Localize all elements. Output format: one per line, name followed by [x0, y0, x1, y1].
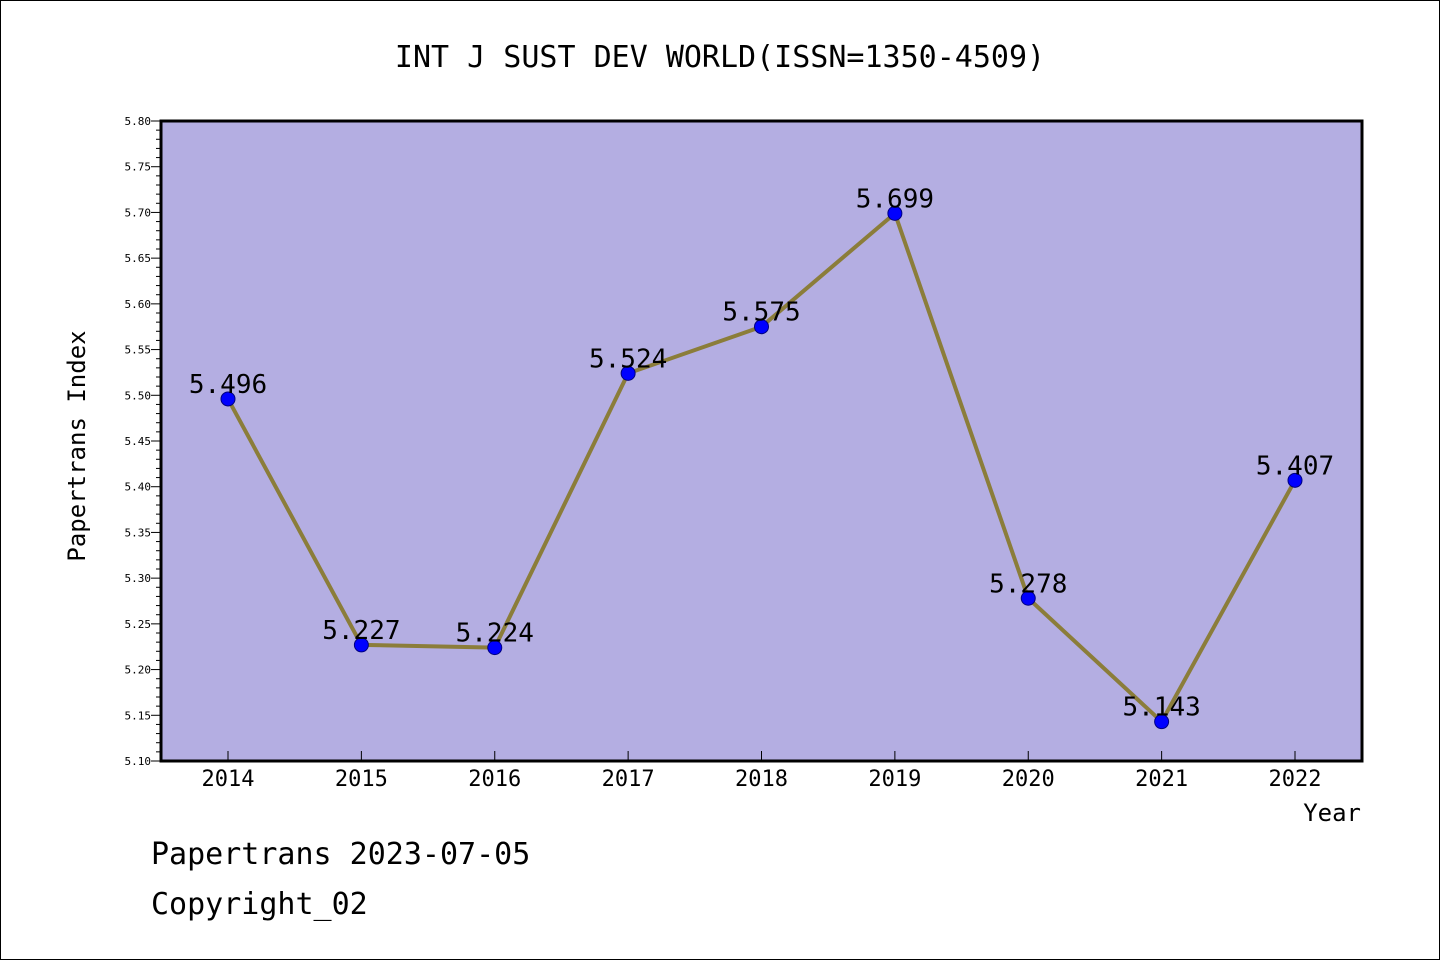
x-tick-label: 2020 [1002, 767, 1055, 792]
x-tick-label: 2017 [602, 767, 655, 792]
y-tick-label: 5.40 [125, 481, 152, 494]
data-point [487, 640, 503, 656]
data-label: 5.496 [189, 370, 267, 400]
x-axis-label: Year [1303, 799, 1361, 827]
data-label: 5.224 [456, 619, 534, 649]
y-tick-label: 5.30 [125, 572, 152, 585]
y-tick-label: 5.35 [125, 526, 152, 539]
x-tick-label: 2016 [468, 767, 521, 792]
plot-area [159, 119, 1364, 763]
y-axis-label: Papertrans Index [63, 330, 91, 561]
footer-date: Papertrans 2023-07-05 [151, 837, 531, 872]
chart-title: INT J SUST DEV WORLD(ISSN=1350-4509) [395, 40, 1045, 75]
x-tick-label: 2019 [868, 767, 921, 792]
series-group: 5.496 5.227 5.224 5.524 5.575 5.699 5.278 5.143… [189, 184, 1334, 730]
x-tick-label: 2021 [1135, 767, 1188, 792]
data-point [620, 365, 636, 381]
y-tick-label: 5.75 [125, 161, 152, 174]
x-tick-label: 2015 [335, 767, 388, 792]
x-tick-label: 2018 [735, 767, 788, 792]
x-axis: 2014 2015 2016 2017 2018 2019 2020 2021 2022 [202, 751, 1322, 792]
x-tick-label: 2022 [1269, 767, 1322, 792]
y-axis: 5.10 5.15 5.20 5.25 5.30 5.35 5.40 5.45 5.50 5.55… [125, 115, 161, 768]
data-label: 5.575 [722, 298, 800, 328]
data-label: 5.407 [1256, 451, 1334, 481]
y-tick-label: 5.20 [125, 664, 152, 677]
data-label: 5.524 [589, 344, 667, 374]
footer-copyright: Copyright_02 [151, 887, 368, 922]
y-tick-label: 5.60 [125, 298, 152, 311]
data-label: 5.143 [1122, 693, 1200, 723]
data-label: 5.699 [856, 184, 934, 214]
y-tick-label: 5.50 [125, 389, 152, 402]
data-label: 5.227 [322, 616, 400, 646]
y-tick-label: 5.55 [125, 344, 152, 357]
data-point [1287, 472, 1303, 488]
data-point [220, 391, 236, 407]
y-tick-label: 5.45 [125, 435, 152, 448]
y-tick-label: 5.70 [125, 206, 152, 219]
y-tick-label: 5.15 [125, 709, 152, 722]
data-label: 5.278 [989, 569, 1067, 599]
y-tick-label: 5.25 [125, 618, 152, 631]
y-tick-label: 5.65 [125, 252, 152, 265]
y-tick-label: 5.80 [125, 115, 152, 128]
y-tick-label: 5.10 [125, 755, 152, 768]
data-point [1020, 590, 1036, 606]
data-point [1154, 714, 1170, 730]
x-tick-label: 2014 [202, 767, 255, 792]
data-point [754, 319, 769, 335]
data-point [353, 637, 369, 653]
data-point [887, 205, 903, 221]
